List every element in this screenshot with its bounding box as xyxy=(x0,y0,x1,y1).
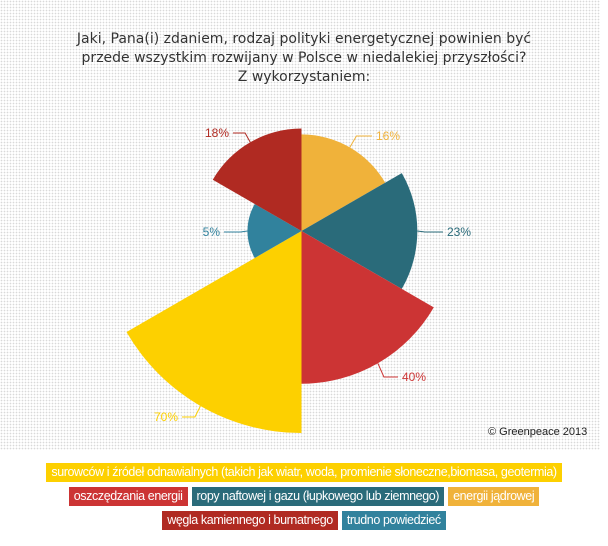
leader-line xyxy=(224,230,248,233)
data-label: 70% xyxy=(154,410,178,424)
leader-line xyxy=(182,405,201,418)
leader-line xyxy=(233,132,251,143)
data-label: 40% xyxy=(402,370,426,384)
title-line-1: Jaki, Pana(i) zdaniem, rodzaj polityki e… xyxy=(76,31,532,47)
data-label: 16% xyxy=(376,129,400,143)
sector-5 xyxy=(212,128,302,231)
sector-3 xyxy=(126,231,302,434)
sector-2 xyxy=(301,231,434,384)
chart-title: Jaki, Pana(i) zdaniem, rodzaj polityki e… xyxy=(0,30,608,87)
data-label: 18% xyxy=(205,126,229,140)
legend-item: węgla kamiennego i burnatnego xyxy=(162,511,338,530)
sector-1 xyxy=(301,173,418,289)
sector-4 xyxy=(247,203,302,259)
data-label: 5% xyxy=(203,225,221,239)
title-line-2: przede wszystkim rozwijany w Polsce w ni… xyxy=(81,50,527,66)
leader-line xyxy=(377,363,398,378)
data-label: 23% xyxy=(447,225,471,239)
title-line-3: Z wykorzystaniem: xyxy=(237,69,371,85)
legend-item: oszczędzania energii xyxy=(68,487,188,506)
legend: surowców i źródeł odnawialnych (takich j… xyxy=(0,463,608,530)
legend-row: oszczędzania energii ropy naftowej i gaz… xyxy=(68,487,540,506)
legend-item: surowców i źródeł odnawialnych (takich j… xyxy=(46,463,562,482)
polar-area-chart: 16% 23% 40% 70% 5% 18% xyxy=(126,126,471,434)
legend-row: węgla kamiennego i burnatnego trudno pow… xyxy=(162,511,446,530)
leader-line xyxy=(349,135,372,148)
legend-row: surowców i źródeł odnawialnych (takich j… xyxy=(46,463,562,482)
legend-item: trudno powiedzieć xyxy=(341,511,446,530)
sector-0 xyxy=(301,134,386,231)
legend-item: ropy naftowej i gazu (łupkowego lub ziem… xyxy=(191,487,445,506)
leader-line xyxy=(417,230,443,233)
copyright: © Greenpeace 2013 xyxy=(488,426,588,438)
legend-item: energii jądrowej xyxy=(448,487,540,506)
